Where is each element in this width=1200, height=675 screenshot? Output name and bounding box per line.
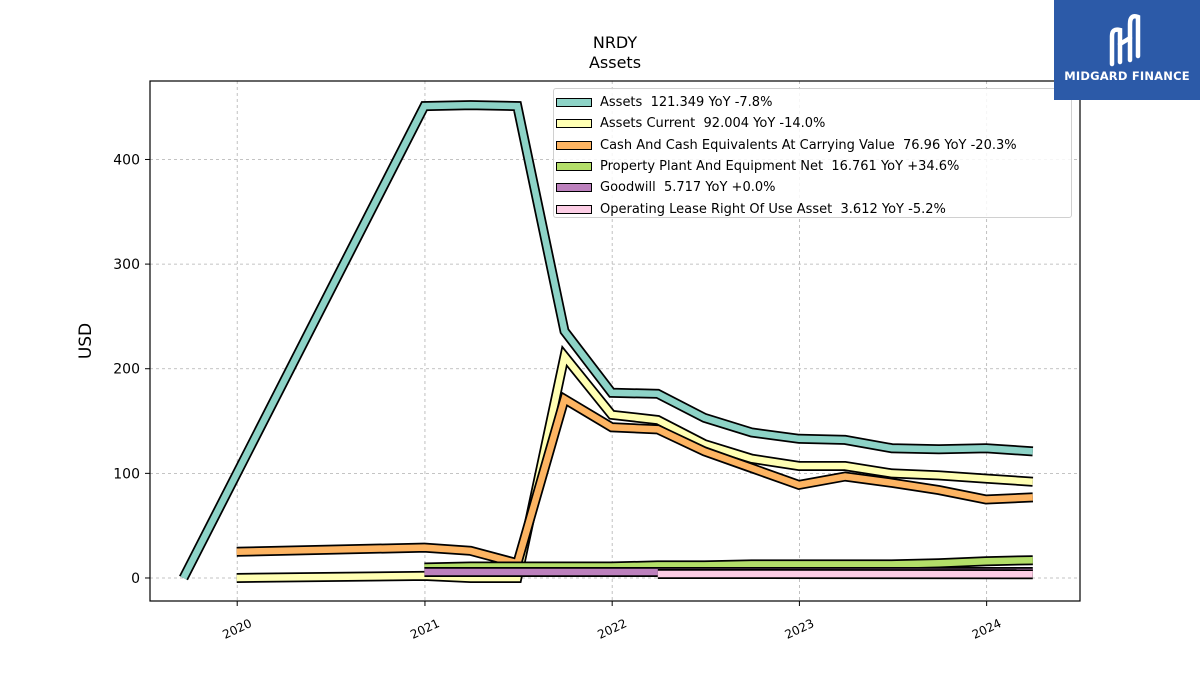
legend-label: Property Plant And Equipment Net 16.761 … [600, 159, 960, 175]
y-tick-label: 100 [113, 466, 140, 482]
legend-swatch [556, 204, 592, 214]
legend-item: Goodwill 5.717 YoY +0.0% [556, 177, 1071, 198]
series-line-assets [180, 101, 1034, 580]
x-tick-label: 2021 [408, 616, 442, 642]
series-line-property-plant-and-equipment-net [424, 556, 1033, 571]
chart-legend: Assets 121.349 YoY -7.8% Assets Current 9… [553, 88, 1072, 218]
legend-swatch [556, 98, 592, 108]
legend-swatch [556, 140, 592, 150]
chart-series [179, 100, 1034, 583]
y-tick-label: 200 [113, 362, 140, 378]
series-line-cash-and-cash-equivalents-at-carrying-value [236, 394, 1033, 568]
x-tick-label: 2022 [595, 616, 629, 642]
y-axis-label: USD [76, 323, 96, 359]
x-tick-label: 2023 [783, 616, 817, 642]
y-tick-label: 0 [131, 571, 140, 587]
legend-swatch [556, 183, 592, 193]
legend-label: Goodwill 5.717 YoY +0.0% [600, 180, 776, 196]
chart-title: NRDY [592, 33, 638, 52]
legend-label: Operating Lease Right Of Use Asset 3.612… [600, 201, 946, 217]
legend-item: Cash And Cash Equivalents At Carrying Va… [556, 135, 1071, 156]
y-tick-label: 400 [113, 152, 140, 168]
legend-label: Assets 121.349 YoY -7.8% [600, 95, 773, 111]
legend-item: Property Plant And Equipment Net 16.761 … [556, 156, 1071, 177]
legend-label: Assets Current 92.004 YoY -14.0% [600, 116, 826, 132]
brand-name: MIDGARD FINANCE [1064, 69, 1190, 83]
series-outline-cash-and-cash-equivalents-at-carrying-value [236, 391, 1034, 570]
legend-item: Assets 121.349 YoY -7.8% [556, 92, 1071, 113]
chart-subtitle: Assets [588, 53, 642, 72]
brand-logo-mark-icon [1109, 14, 1141, 67]
brand-logo: MIDGARD FINANCE [1054, 0, 1200, 100]
legend-item: Assets Current 92.004 YoY -14.0% [556, 113, 1071, 134]
legend-label: Cash And Cash Equivalents At Carrying Va… [600, 137, 1017, 153]
series-line-assets-current [236, 348, 1034, 582]
x-tick-label: 2020 [220, 616, 254, 642]
legend-swatch [556, 119, 592, 129]
x-tick-label: 2024 [970, 616, 1004, 642]
legend-item: Operating Lease Right Of Use Asset 3.612… [556, 198, 1071, 219]
plot-frame [149, 80, 1081, 602]
y-tick-label: 300 [113, 257, 140, 273]
legend-swatch [556, 162, 592, 172]
